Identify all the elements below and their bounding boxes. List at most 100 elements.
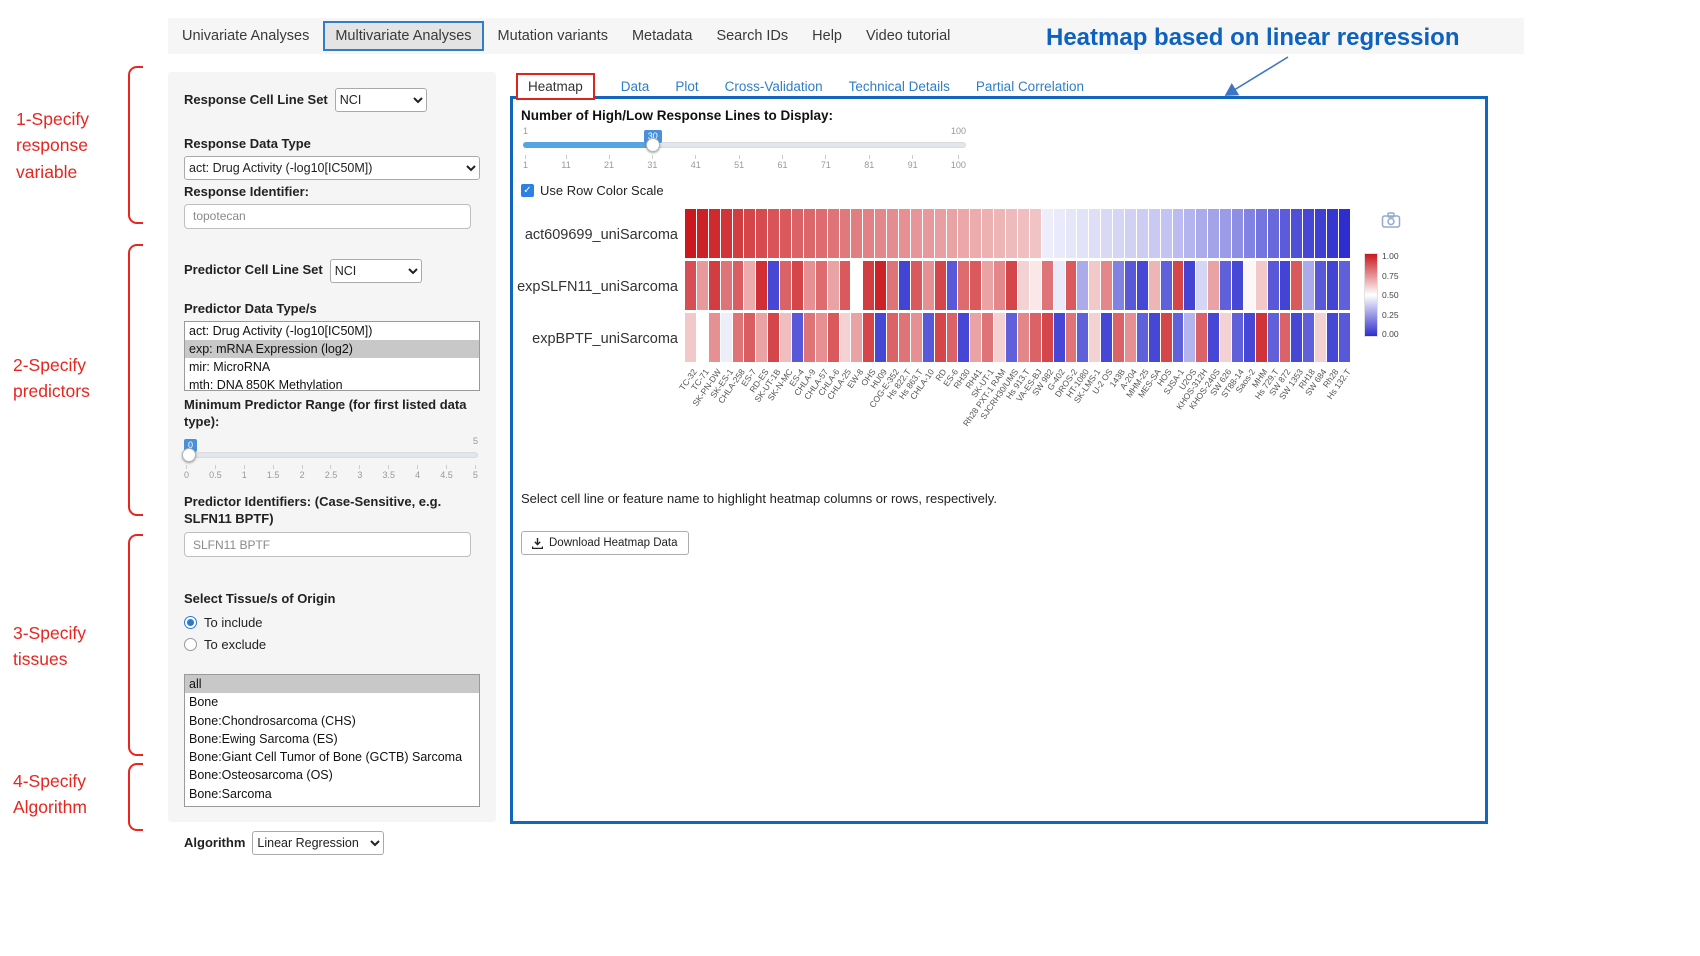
heatmap-cell[interactable] (768, 313, 780, 362)
nav-tab-search-ids[interactable]: Search IDs (716, 28, 789, 44)
heatmap-cell[interactable] (899, 209, 910, 258)
heatmap-cell[interactable] (1303, 313, 1315, 362)
heatmap-cell[interactable] (1231, 209, 1243, 258)
heatmap-cell[interactable] (1196, 209, 1208, 258)
tissue-exclude-radio[interactable]: To exclude (184, 637, 480, 652)
heatmap-cell[interactable] (1136, 261, 1148, 310)
predictor-identifiers-input[interactable] (184, 532, 472, 558)
heatmap-cell[interactable] (851, 209, 863, 258)
heatmap-cell[interactable] (1315, 209, 1327, 258)
heatmap-cell[interactable] (685, 209, 696, 258)
tab-partial-correlation[interactable]: Partial Correlation (975, 79, 1084, 94)
heatmap-cell[interactable] (958, 313, 970, 362)
heatmap-cell[interactable] (708, 261, 720, 310)
heatmap-cell[interactable] (982, 209, 994, 258)
tab-plot[interactable]: Plot (675, 79, 699, 94)
heatmap-cell[interactable] (1006, 209, 1017, 258)
tissue-option-bone-chondrosarcoma-chs[interactable]: Bone:Chondrosarcoma (CHS) (189, 713, 356, 728)
nav-tab-univariate-analyses[interactable]: Univariate Analyses (182, 28, 310, 44)
tissue-option-bone-osteosarcoma-os[interactable]: Bone:Osteosarcoma (OS) (189, 768, 333, 783)
lines-slider-handle[interactable] (645, 138, 660, 152)
predictor-type-option-mir-microrna[interactable]: mir: MicroRNA (189, 360, 271, 375)
heatmap-cell[interactable] (994, 209, 1006, 258)
heatmap-cell[interactable] (1267, 313, 1279, 362)
heatmap-cell[interactable] (1243, 209, 1255, 258)
heatmap-cell[interactable] (899, 261, 910, 310)
heatmap-cell[interactable] (1017, 261, 1029, 310)
heatmap-cell[interactable] (1243, 261, 1255, 310)
heatmap-cell[interactable] (732, 209, 744, 258)
heatmap-cell[interactable] (1148, 261, 1160, 310)
heatmap-cell[interactable] (934, 261, 946, 310)
heatmap-cell[interactable] (1255, 313, 1267, 362)
heatmap-cell[interactable] (1315, 261, 1327, 310)
heatmap-cell[interactable] (1148, 209, 1160, 258)
heatmap-cell[interactable] (1065, 261, 1077, 310)
heatmap-cell[interactable] (1315, 313, 1327, 362)
heatmap-cell[interactable] (815, 313, 827, 362)
heatmap-cell[interactable] (982, 313, 994, 362)
heatmap-cell[interactable] (1101, 261, 1113, 310)
heatmap-cell[interactable] (1220, 209, 1231, 258)
heatmap-cell[interactable] (815, 261, 827, 310)
heatmap-cell[interactable] (685, 261, 696, 310)
heatmap-cell[interactable] (1053, 313, 1065, 362)
heatmap-cell[interactable] (910, 209, 922, 258)
heatmap-cell[interactable] (780, 209, 792, 258)
heatmap-cell[interactable] (1041, 313, 1053, 362)
heatmap-cell[interactable] (1029, 209, 1041, 258)
nav-tab-multivariate-analyses[interactable]: Multivariate Analyses (323, 21, 484, 51)
heatmap-cell[interactable] (1160, 209, 1172, 258)
heatmap-cell[interactable] (720, 261, 732, 310)
predictor-type-option-exp-mrna-expression-log2[interactable]: exp: mRNA Expression (log2) (185, 339, 479, 359)
heatmap-cell[interactable] (1124, 313, 1136, 362)
heatmap-cell[interactable] (1172, 209, 1184, 258)
response-identifier-input[interactable] (184, 203, 472, 229)
heatmap-cell[interactable] (1303, 261, 1315, 310)
heatmap-cell[interactable] (756, 209, 768, 258)
heatmap-cell[interactable] (1267, 209, 1279, 258)
heatmap-cell[interactable] (1065, 209, 1077, 258)
tab-data[interactable]: Data (620, 79, 650, 94)
nav-tab-mutation-variants[interactable]: Mutation variants (497, 28, 608, 44)
heatmap-cell[interactable] (958, 209, 970, 258)
tab-heatmap[interactable]: Heatmap (516, 73, 595, 100)
heatmap-cell[interactable] (1220, 261, 1231, 310)
heatmap-cell[interactable] (910, 313, 922, 362)
heatmap-cell[interactable] (863, 209, 875, 258)
heatmap-cell[interactable] (1184, 209, 1196, 258)
heatmap-cell[interactable] (1338, 313, 1350, 362)
heatmap-cell[interactable] (1243, 313, 1255, 362)
heatmap-cell[interactable] (910, 261, 922, 310)
predictor-type-option-act-drug-activity-log10-ic50m[interactable]: act: Drug Activity (-log10[IC50M]) (189, 323, 373, 338)
heatmap-cell[interactable] (839, 261, 851, 310)
heatmap-cell[interactable] (1184, 313, 1196, 362)
heatmap-cell[interactable] (1338, 209, 1350, 258)
heatmap-cell[interactable] (1220, 313, 1231, 362)
tissue-option-bone-giant-cell-tumor-of-bone-gctb-sarcoma[interactable]: Bone:Giant Cell Tumor of Bone (GCTB) Sar… (189, 750, 463, 765)
heatmap-cell[interactable] (1291, 313, 1303, 362)
heatmap-cell[interactable] (1029, 261, 1041, 310)
heatmap-cell[interactable] (792, 209, 803, 258)
heatmap-cell[interactable] (756, 313, 768, 362)
heatmap-cell[interactable] (1053, 261, 1065, 310)
heatmap-cell[interactable] (875, 209, 887, 258)
heatmap-cell[interactable] (1124, 261, 1136, 310)
heatmap-cell[interactable] (1303, 209, 1315, 258)
heatmap-cell[interactable] (1338, 261, 1350, 310)
heatmap-cell[interactable] (958, 261, 970, 310)
heatmap-cell[interactable] (899, 313, 910, 362)
heatmap-cell[interactable] (1029, 313, 1041, 362)
heatmap-cell[interactable] (744, 209, 756, 258)
heatmap-cell[interactable] (1089, 261, 1101, 310)
min-predictor-range-slider[interactable]: 5 0 0 0.5 1 1.5 2 2.5 3 3.5 4 4.5 5 (182, 436, 478, 480)
tissue-option-bone-ewing-sarcoma-es[interactable]: Bone:Ewing Sarcoma (ES) (189, 731, 338, 746)
heatmap-cell[interactable] (1006, 313, 1017, 362)
heatmap-cell[interactable] (994, 313, 1006, 362)
heatmap-cell[interactable] (1017, 209, 1029, 258)
heatmap-cell[interactable] (863, 261, 875, 310)
heatmap-cell[interactable] (1208, 209, 1220, 258)
heatmap-cell[interactable] (1006, 261, 1017, 310)
heatmap-cell[interactable] (1279, 313, 1291, 362)
heatmap-cell[interactable] (982, 261, 994, 310)
